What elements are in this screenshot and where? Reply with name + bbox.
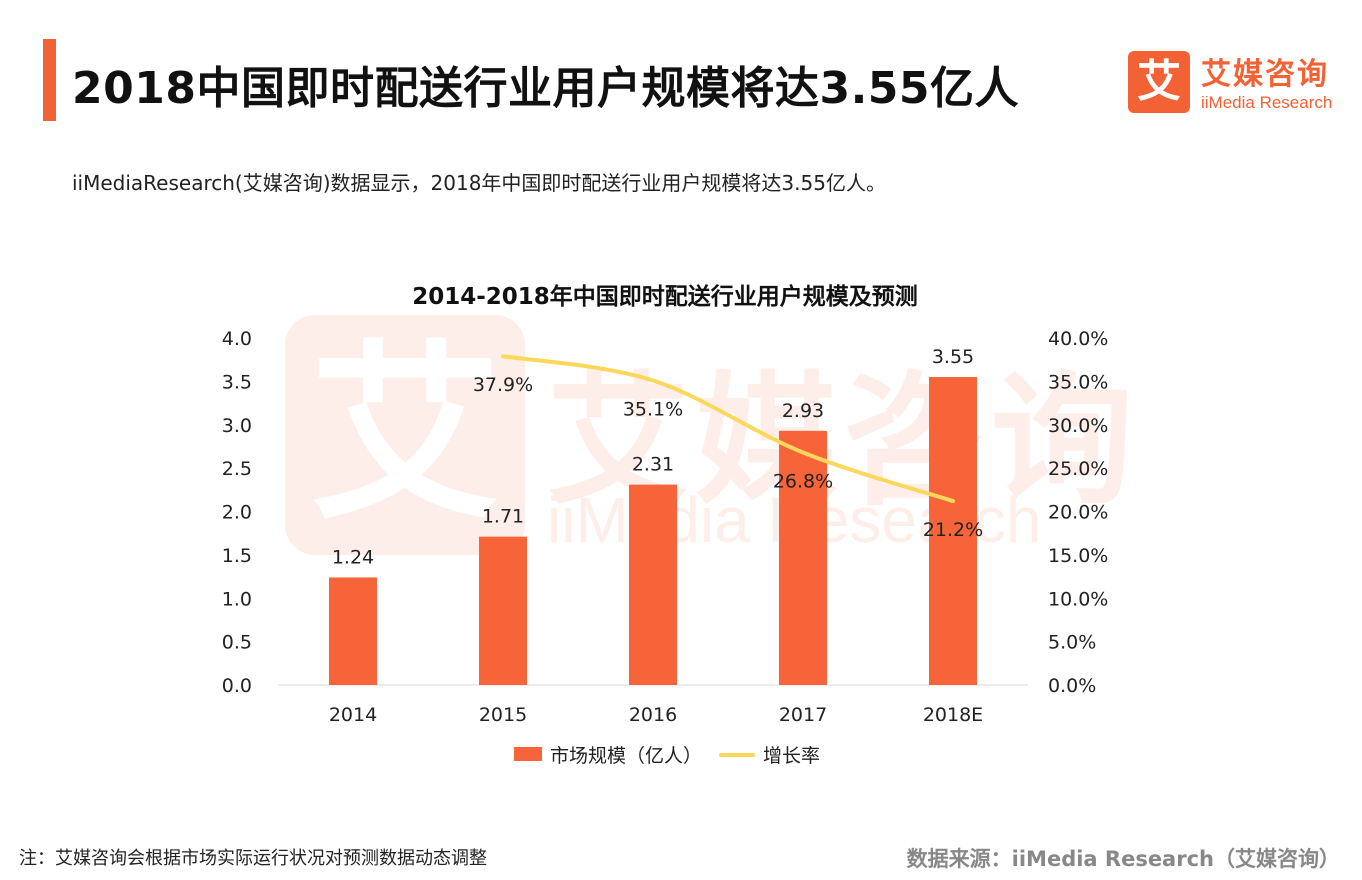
x-tick-label: 2016 bbox=[629, 704, 677, 726]
summary-text: iiMediaResearch(艾媒咨询)数据显示，2018年中国即时配送行业用… bbox=[72, 171, 886, 195]
legend-item-bar: 市场规模（亿人） bbox=[514, 741, 702, 768]
legend-swatch-line bbox=[719, 753, 755, 757]
y-right-tick-label: 20.0% bbox=[1048, 502, 1108, 524]
growth-rate-point bbox=[952, 500, 954, 502]
y-left-tick-label: 2.0 bbox=[222, 502, 252, 524]
legend-label-line: 增长率 bbox=[763, 745, 821, 767]
bar bbox=[329, 577, 377, 685]
growth-rate-label: 37.9% bbox=[473, 374, 533, 396]
y-right-tick-label: 15.0% bbox=[1048, 545, 1108, 567]
y-right-tick-label: 5.0% bbox=[1048, 632, 1096, 654]
x-tick-label: 2017 bbox=[779, 704, 827, 726]
x-tick-label: 2015 bbox=[479, 704, 527, 726]
growth-rate-label: 21.2% bbox=[923, 519, 983, 541]
legend-item-line: 增长率 bbox=[719, 741, 820, 768]
footnote: 注：艾媒咨询会根据市场实际运行状况对预测数据动态调整 bbox=[19, 848, 487, 869]
brand-logo: 艾 艾媒咨询 iiMedia Research bbox=[1128, 51, 1343, 115]
title-accent-bar bbox=[43, 39, 56, 121]
y-right-tick-label: 0.0% bbox=[1048, 675, 1096, 697]
y-right-tick-label: 30.0% bbox=[1048, 415, 1108, 437]
y-left-tick-label: 4.0 bbox=[222, 328, 252, 350]
data-source: 数据来源：iiMedia Research（艾媒咨询） bbox=[906, 847, 1340, 871]
y-left-tick-label: 2.5 bbox=[222, 458, 252, 480]
y-left-tick-label: 0.0 bbox=[222, 675, 252, 697]
y-right-tick-label: 10.0% bbox=[1048, 588, 1108, 610]
y-right-tick-label: 25.0% bbox=[1048, 458, 1108, 480]
bar-value-label: 2.31 bbox=[632, 454, 674, 476]
page-title: 2018中国即时配送行业用户规模将达3.55亿人 bbox=[72, 63, 1020, 114]
bar bbox=[929, 377, 977, 685]
growth-rate-line bbox=[501, 354, 955, 504]
x-tick-label: 2018E bbox=[923, 704, 983, 726]
legend-swatch-bar bbox=[514, 747, 542, 761]
growth-rate-point bbox=[802, 452, 804, 454]
growth-rate-point bbox=[652, 380, 654, 382]
y-left-tick-label: 1.0 bbox=[222, 588, 252, 610]
x-tick-label: 2014 bbox=[329, 704, 377, 726]
y-right-tick-label: 35.0% bbox=[1048, 371, 1108, 393]
y-left-tick-label: 3.0 bbox=[222, 415, 252, 437]
y-left-tick-label: 1.5 bbox=[222, 545, 252, 567]
growth-rate-point bbox=[502, 355, 504, 357]
bar-value-label: 1.71 bbox=[482, 506, 524, 528]
y-left-tick-label: 3.5 bbox=[222, 371, 252, 393]
bar bbox=[479, 536, 527, 685]
bar bbox=[629, 484, 677, 685]
growth-rate-label: 35.1% bbox=[623, 399, 683, 421]
bar-value-label: 3.55 bbox=[932, 346, 974, 368]
bar-value-label: 1.24 bbox=[332, 546, 374, 568]
logo-name-cn: 艾媒咨询 bbox=[1201, 57, 1329, 92]
chart-title: 2014-2018年中国即时配送行业用户规模及预测 bbox=[412, 284, 918, 310]
legend-label-bar: 市场规模（亿人） bbox=[550, 745, 703, 767]
watermark-mark: 艾 bbox=[285, 315, 525, 555]
bar bbox=[779, 430, 827, 685]
logo-name-en: iiMedia Research bbox=[1201, 93, 1333, 112]
y-right-tick-label: 40.0% bbox=[1048, 328, 1108, 350]
logo-mark: 艾 bbox=[1128, 51, 1190, 113]
y-left-tick-label: 0.5 bbox=[222, 632, 252, 654]
growth-rate-label: 26.8% bbox=[773, 471, 833, 493]
bar-value-label: 2.93 bbox=[782, 400, 824, 422]
